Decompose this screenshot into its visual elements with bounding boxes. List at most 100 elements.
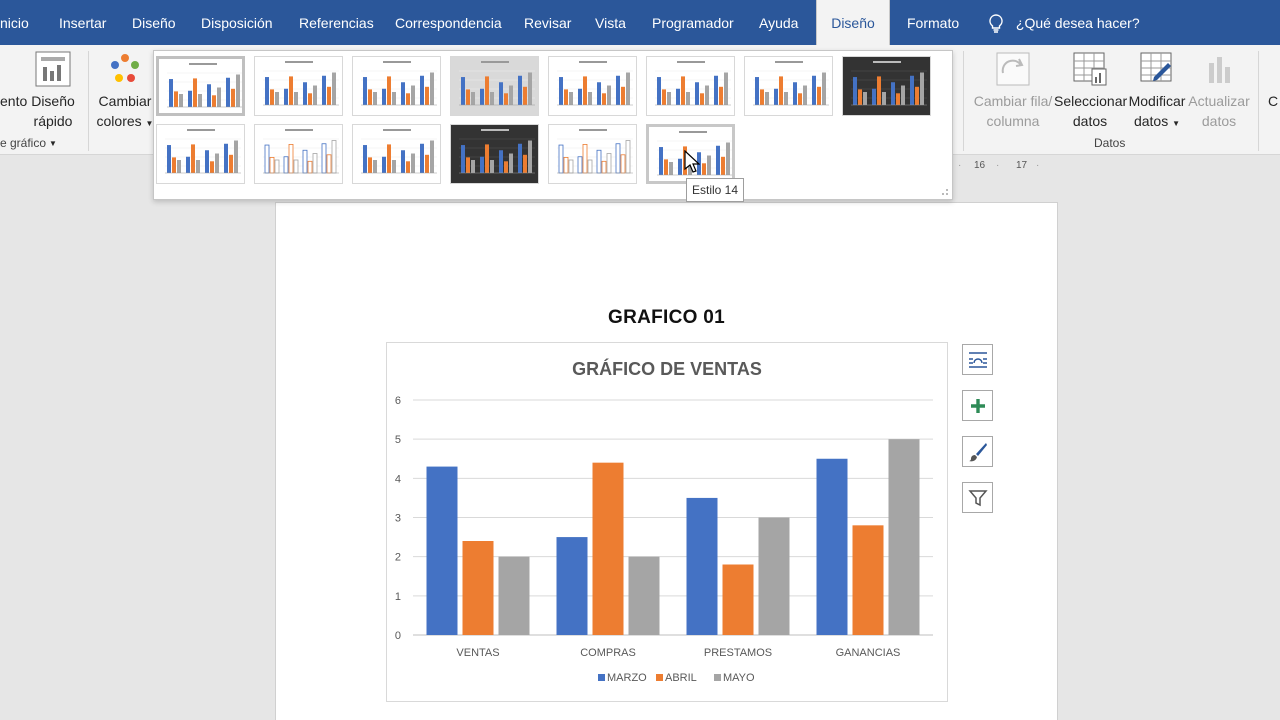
- y-tick-label: 5: [395, 434, 401, 446]
- tab-1[interactable]: Insertar: [59, 15, 107, 31]
- chart-style-thumbnail[interactable]: [744, 56, 833, 116]
- y-tick-label: 6: [395, 395, 401, 407]
- select-data-icon: [1073, 52, 1107, 86]
- legend-swatch: [656, 674, 663, 681]
- chart-layouts-group-label: e gráfico: [0, 136, 47, 150]
- ruler-ticks: ·: [996, 160, 1000, 171]
- change-colors-label-1: Cambiar: [98, 93, 152, 109]
- y-tick-label: 2: [395, 552, 401, 564]
- legend-entry: MARZO: [607, 672, 647, 684]
- chart-style-thumbnail[interactable]: [156, 124, 245, 184]
- chart-filters-button[interactable]: [962, 482, 993, 513]
- style-preview-icon: [157, 125, 244, 183]
- dropdown-arrow-icon: ▼: [1172, 119, 1181, 128]
- style-preview-icon: [159, 59, 242, 113]
- bar-chart[interactable]: 0 1 2 3 4 5 6 VENTAS COMPRAS PRESTAMOS GANANCIAS MA…: [387, 343, 947, 701]
- tab-0[interactable]: nicio: [0, 15, 29, 31]
- add-chart-element-button[interactable]: ento: [0, 91, 28, 111]
- chart-styles-button[interactable]: [962, 436, 993, 467]
- y-tick-label: 1: [395, 591, 401, 603]
- tab-9[interactable]: Ayuda: [759, 15, 799, 31]
- layout-options-button[interactable]: [962, 344, 993, 375]
- brush-icon: [968, 442, 987, 461]
- group-separator: [1258, 51, 1259, 151]
- ruler-mark-17: 17: [1016, 160, 1028, 171]
- chart-style-thumbnail[interactable]: [450, 56, 539, 116]
- chart-style-thumbnail[interactable]: [646, 124, 735, 184]
- style-preview-icon: [549, 125, 636, 183]
- tab-8[interactable]: Programador: [652, 15, 734, 31]
- bar-abril-prestamos: [722, 564, 754, 635]
- chart-area[interactable]: GRÁFICO DE VENTAS 0 1 2 3 4 5 6 VENTAS COMPRAS PR…: [386, 342, 948, 702]
- switch-row-column-icon: [996, 52, 1030, 86]
- chart-style-thumbnail[interactable]: [450, 124, 539, 184]
- style-preview-icon: [843, 57, 930, 115]
- dropdown-arrow-icon: ▼: [145, 119, 154, 128]
- switch-row-column-label-1: Cambiar fila/: [973, 93, 1053, 109]
- y-tick-label: 0: [395, 630, 401, 642]
- style-preview-icon: [745, 57, 832, 115]
- chart-style-gallery: [153, 50, 953, 200]
- bar-abril-ganancias: [852, 525, 884, 635]
- palette-icon: [111, 54, 139, 82]
- legend-swatch: [714, 674, 721, 681]
- ruler-ticks: ·: [958, 160, 962, 171]
- tab-4[interactable]: Referencias: [299, 15, 374, 31]
- tab-chart-design[interactable]: Diseño: [816, 0, 890, 45]
- tell-me-box[interactable]: ¿Qué desea hacer?: [988, 0, 1140, 45]
- y-tick-label: 4: [395, 473, 401, 485]
- tab-5[interactable]: Correspondencia: [395, 15, 502, 31]
- switch-row-column-label-2: columna: [986, 113, 1040, 129]
- chart-elements-button[interactable]: [962, 390, 993, 421]
- chart-style-thumbnail[interactable]: [646, 56, 735, 116]
- data-group-label: Datos: [1094, 136, 1126, 150]
- chart-style-thumbnail[interactable]: [254, 124, 343, 184]
- lightbulb-icon: [989, 14, 1003, 33]
- refresh-data-icon: [1209, 57, 1230, 83]
- add-chart-element-label: ento: [0, 93, 28, 109]
- chart-style-thumbnail[interactable]: [352, 56, 441, 116]
- tab-3[interactable]: Disposición: [201, 15, 273, 31]
- style-preview-icon: [353, 57, 440, 115]
- chart-title[interactable]: GRÁFICO DE VENTAS: [572, 359, 762, 379]
- bar-mayo-compras: [628, 556, 660, 635]
- chart-style-thumbnail[interactable]: [548, 124, 637, 184]
- edit-data-label-2: datos ▼: [1133, 113, 1181, 129]
- select-data-label-1: Seleccionar: [1054, 93, 1128, 109]
- chart-style-thumbnail[interactable]: [548, 56, 637, 116]
- edit-data-label-1: Modificar: [1128, 93, 1186, 109]
- x-category-label: COMPRAS: [580, 647, 636, 659]
- layout-options-icon: [968, 351, 987, 368]
- ruler-ticks: ·: [1036, 160, 1040, 171]
- bar-mayo-prestamos: [758, 517, 790, 635]
- style-preview-icon: [255, 57, 342, 115]
- bar-marzo-ventas: [426, 466, 458, 635]
- quick-layout-icon: [35, 51, 71, 87]
- bar-abril-ventas: [462, 541, 494, 635]
- document-heading: GRAFICO 01: [607, 307, 726, 328]
- bar-mayo-ganancias: [888, 439, 920, 635]
- chart-style-thumbnail[interactable]: [842, 56, 931, 116]
- tab-2[interactable]: Diseño: [132, 15, 176, 31]
- chart-style-thumbnail[interactable]: [156, 56, 245, 116]
- x-category-label: GANANCIAS: [836, 647, 901, 659]
- horizontal-ruler: · 16 · 17 ·: [950, 160, 1060, 176]
- y-tick-label: 3: [395, 513, 401, 525]
- bar-marzo-compras: [556, 537, 588, 635]
- chart-style-thumbnail[interactable]: [254, 56, 343, 116]
- change-chart-type-button[interactable]: C: [1268, 91, 1280, 111]
- select-data-label-2: datos: [1072, 113, 1108, 129]
- group-separator: [88, 51, 89, 151]
- quick-layout-label-1: Diseño: [31, 93, 75, 109]
- tab-format[interactable]: Formato: [907, 15, 960, 31]
- tell-me-label: ¿Qué desea hacer?: [1015, 15, 1140, 31]
- bar-abril-compras: [592, 462, 624, 635]
- style-preview-icon: [451, 57, 538, 115]
- legend-entry: MAYO: [723, 672, 755, 684]
- tab-6[interactable]: Revisar: [524, 15, 572, 31]
- style-preview-icon: [649, 127, 732, 181]
- chart-style-thumbnail[interactable]: [352, 124, 441, 184]
- style-preview-icon: [549, 57, 636, 115]
- resize-grip-icon[interactable]: [941, 188, 949, 196]
- tab-7[interactable]: Vista: [595, 15, 626, 31]
